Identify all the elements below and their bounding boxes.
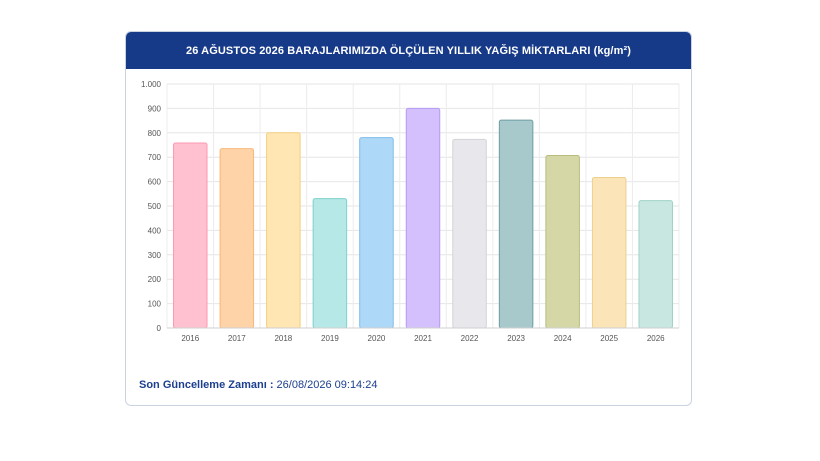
y-tick-label: 300 xyxy=(148,251,162,260)
bar-2020 xyxy=(359,137,394,329)
y-tick-label: 700 xyxy=(148,153,162,162)
bar-2024 xyxy=(545,154,580,329)
y-tick-label: 100 xyxy=(148,300,162,309)
last-update-label: Son Güncelleme Zamanı : xyxy=(139,379,274,391)
bar-2021 xyxy=(405,107,441,329)
last-update-value: 26/08/2026 09:14:24 xyxy=(273,379,378,391)
x-tick-label: 2017 xyxy=(228,334,246,343)
x-tick-label: 2020 xyxy=(368,334,386,343)
x-tick-label: 2023 xyxy=(507,334,525,343)
bar-2025 xyxy=(591,176,627,329)
chart-area: 0 100 200 300 400 500 600 700 800 900 1.000 2016 201… xyxy=(126,69,691,349)
bar-2017 xyxy=(219,148,255,329)
x-tick-label: 2022 xyxy=(461,334,479,343)
x-tick-label: 2018 xyxy=(274,334,292,343)
y-tick-label: 1.000 xyxy=(141,80,162,89)
y-tick-label: 900 xyxy=(148,104,162,113)
y-tick-label: 200 xyxy=(148,275,162,284)
x-tick-label: 2024 xyxy=(554,334,572,343)
bar-2022 xyxy=(452,138,487,329)
x-tick-label: 2025 xyxy=(600,334,618,343)
rainfall-card: 26 AĞUSTOS 2026 BARAJLARIMIZDA ÖLÇÜLEN Y… xyxy=(125,31,692,406)
y-tick-label: 500 xyxy=(148,202,162,211)
y-tick-label: 400 xyxy=(148,226,162,235)
x-tick-label: 2026 xyxy=(647,334,665,343)
bar-2016 xyxy=(173,142,208,329)
x-tick-label: 2021 xyxy=(414,334,432,343)
x-tick-label: 2019 xyxy=(321,334,339,343)
x-tick-label: 2016 xyxy=(181,334,199,343)
y-tick-label: 800 xyxy=(148,129,162,138)
bar-2026 xyxy=(638,200,673,329)
last-update: Son Güncelleme Zamanı : 26/08/2026 09:14… xyxy=(139,379,377,391)
bar-2023 xyxy=(498,119,534,329)
bar-chart: 0 100 200 300 400 500 600 700 800 900 1.000 2016 201… xyxy=(141,80,680,343)
bar-2018 xyxy=(266,132,301,329)
bar-2019 xyxy=(312,198,348,329)
card-title: 26 AĞUSTOS 2026 BARAJLARIMIZDA ÖLÇÜLEN Y… xyxy=(126,32,691,69)
y-tick-label: 600 xyxy=(148,178,162,187)
y-tick-label: 0 xyxy=(157,324,162,333)
